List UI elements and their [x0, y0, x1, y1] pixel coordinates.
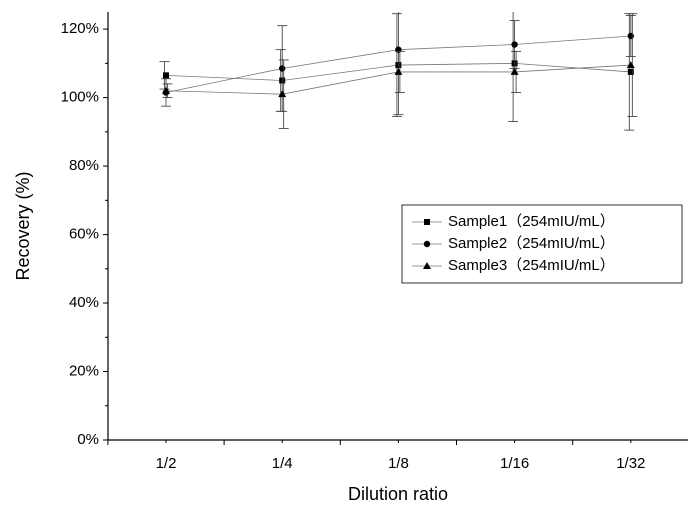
error-bar [393, 12, 404, 116]
marker [626, 61, 635, 69]
marker [394, 67, 403, 75]
marker [162, 86, 170, 94]
y-tick-label: 100% [61, 89, 99, 106]
x-tick-label: 1/2 [156, 455, 177, 472]
y-tick-label: 0% [77, 431, 99, 448]
marker [279, 65, 286, 72]
x-tick-label: 1/4 [272, 455, 293, 472]
y-axis-title: Recovery (%) [13, 171, 33, 280]
marker [510, 67, 519, 75]
y-tick-label: 40% [69, 294, 99, 311]
plot-area [159, 12, 638, 131]
marker [511, 41, 518, 48]
legend-box [401, 204, 683, 284]
marker [423, 240, 431, 248]
marker [627, 32, 634, 40]
marker [163, 72, 169, 79]
x-tick-label: 1/16 [500, 455, 529, 472]
x-tick-label: 1/8 [388, 455, 409, 472]
legend-label: Sample1（254mIU/mL） [448, 213, 615, 230]
y-tick-label: 20% [69, 362, 99, 379]
marker [278, 90, 287, 98]
legend-label: Sample2（254mIU/mL） [448, 235, 615, 252]
marker [424, 219, 430, 225]
marker [423, 262, 431, 269]
x-tick-label: 1/32 [616, 455, 645, 472]
y-tick-label: 60% [69, 226, 99, 243]
y-tick-label: 120% [61, 20, 99, 37]
marker [395, 46, 402, 53]
y-tick-label: 80% [69, 157, 99, 174]
marker [627, 68, 634, 75]
legend-label: Sample3（254mIU/mL） [448, 257, 615, 274]
x-axis-title: Dilution ratio [348, 484, 448, 504]
